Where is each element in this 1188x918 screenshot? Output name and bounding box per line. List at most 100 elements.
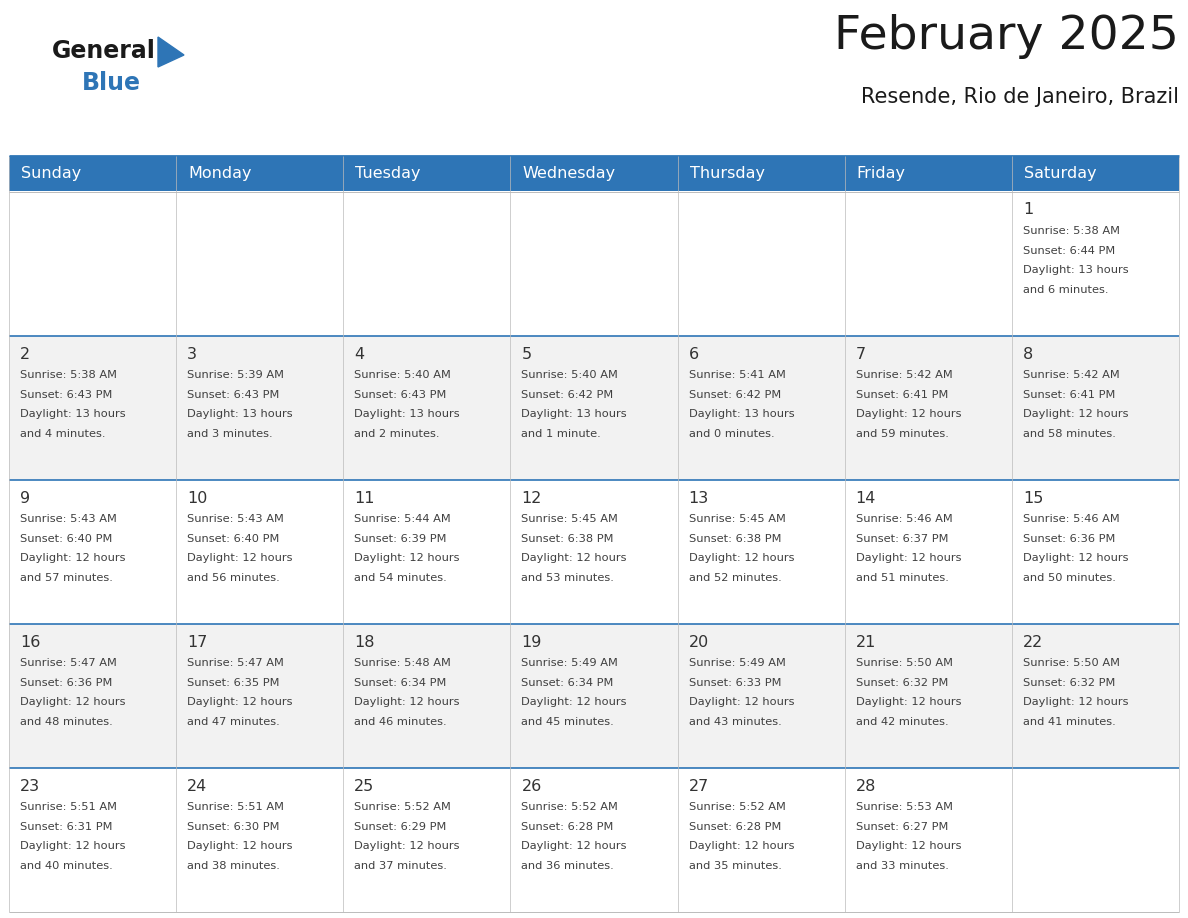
Text: 9: 9 bbox=[20, 491, 30, 506]
Bar bbox=[511, 624, 677, 767]
Text: Sunset: 6:29 PM: Sunset: 6:29 PM bbox=[354, 822, 447, 832]
Bar bbox=[176, 336, 343, 480]
Text: Sunset: 6:37 PM: Sunset: 6:37 PM bbox=[855, 533, 948, 543]
Text: Sunrise: 5:44 AM: Sunrise: 5:44 AM bbox=[354, 514, 451, 524]
Text: Sunset: 6:41 PM: Sunset: 6:41 PM bbox=[855, 389, 948, 399]
Bar bbox=[10, 480, 176, 624]
Text: Sunrise: 5:47 AM: Sunrise: 5:47 AM bbox=[20, 658, 116, 668]
Text: 5: 5 bbox=[522, 347, 531, 362]
Text: and 45 minutes.: and 45 minutes. bbox=[522, 717, 614, 727]
Text: Daylight: 12 hours: Daylight: 12 hours bbox=[20, 842, 126, 851]
Text: Daylight: 12 hours: Daylight: 12 hours bbox=[855, 698, 961, 707]
Text: and 52 minutes.: and 52 minutes. bbox=[689, 573, 782, 583]
Text: 25: 25 bbox=[354, 778, 374, 794]
Text: Sunrise: 5:38 AM: Sunrise: 5:38 AM bbox=[20, 370, 116, 380]
Text: Daylight: 12 hours: Daylight: 12 hours bbox=[522, 698, 627, 707]
Text: Daylight: 12 hours: Daylight: 12 hours bbox=[522, 554, 627, 564]
Text: Sunrise: 5:40 AM: Sunrise: 5:40 AM bbox=[354, 370, 451, 380]
Text: and 1 minute.: and 1 minute. bbox=[522, 429, 601, 439]
Text: 20: 20 bbox=[689, 635, 709, 650]
Text: and 37 minutes.: and 37 minutes. bbox=[354, 861, 447, 871]
Bar bbox=[1012, 156, 1178, 192]
Text: Sunrise: 5:52 AM: Sunrise: 5:52 AM bbox=[689, 802, 785, 812]
Text: and 48 minutes.: and 48 minutes. bbox=[20, 717, 113, 727]
Bar bbox=[1012, 480, 1178, 624]
Bar bbox=[1012, 336, 1178, 480]
Bar bbox=[845, 767, 1012, 912]
Text: Sunset: 6:28 PM: Sunset: 6:28 PM bbox=[522, 822, 614, 832]
Text: Sunset: 6:43 PM: Sunset: 6:43 PM bbox=[188, 389, 279, 399]
Text: Sunset: 6:41 PM: Sunset: 6:41 PM bbox=[1023, 389, 1116, 399]
Text: and 47 minutes.: and 47 minutes. bbox=[188, 717, 280, 727]
Text: Sunrise: 5:51 AM: Sunrise: 5:51 AM bbox=[20, 802, 116, 812]
Text: Sunrise: 5:50 AM: Sunrise: 5:50 AM bbox=[855, 658, 953, 668]
Text: 23: 23 bbox=[20, 778, 40, 794]
Text: 27: 27 bbox=[689, 778, 709, 794]
Text: 4: 4 bbox=[354, 347, 365, 362]
Text: Daylight: 12 hours: Daylight: 12 hours bbox=[522, 842, 627, 851]
Bar bbox=[677, 156, 845, 192]
Bar bbox=[10, 767, 176, 912]
Text: Sunset: 6:32 PM: Sunset: 6:32 PM bbox=[1023, 677, 1116, 688]
Text: and 41 minutes.: and 41 minutes. bbox=[1023, 717, 1116, 727]
Text: Sunday: Sunday bbox=[21, 166, 81, 181]
Bar bbox=[845, 336, 1012, 480]
Text: Sunset: 6:36 PM: Sunset: 6:36 PM bbox=[1023, 533, 1116, 543]
Text: Sunrise: 5:43 AM: Sunrise: 5:43 AM bbox=[20, 514, 116, 524]
Text: 17: 17 bbox=[188, 635, 208, 650]
Text: Daylight: 13 hours: Daylight: 13 hours bbox=[188, 409, 292, 420]
Text: Sunset: 6:38 PM: Sunset: 6:38 PM bbox=[522, 533, 614, 543]
Bar bbox=[343, 156, 511, 192]
Bar bbox=[677, 624, 845, 767]
Text: 22: 22 bbox=[1023, 635, 1043, 650]
Text: and 51 minutes.: and 51 minutes. bbox=[855, 573, 948, 583]
Text: Daylight: 12 hours: Daylight: 12 hours bbox=[689, 554, 794, 564]
Text: 8: 8 bbox=[1023, 347, 1034, 362]
Text: and 42 minutes.: and 42 minutes. bbox=[855, 717, 948, 727]
Text: Sunrise: 5:46 AM: Sunrise: 5:46 AM bbox=[855, 514, 953, 524]
Text: Saturday: Saturday bbox=[1024, 166, 1097, 181]
Text: and 3 minutes.: and 3 minutes. bbox=[188, 429, 273, 439]
Text: and 4 minutes.: and 4 minutes. bbox=[20, 429, 106, 439]
Text: Sunset: 6:36 PM: Sunset: 6:36 PM bbox=[20, 677, 113, 688]
Text: Daylight: 12 hours: Daylight: 12 hours bbox=[20, 554, 126, 564]
Bar bbox=[677, 480, 845, 624]
Bar bbox=[1012, 767, 1178, 912]
Text: Sunrise: 5:39 AM: Sunrise: 5:39 AM bbox=[188, 370, 284, 380]
Text: and 0 minutes.: and 0 minutes. bbox=[689, 429, 775, 439]
Text: Daylight: 12 hours: Daylight: 12 hours bbox=[354, 698, 460, 707]
Text: Tuesday: Tuesday bbox=[355, 166, 421, 181]
Bar bbox=[511, 156, 677, 192]
Text: Sunset: 6:31 PM: Sunset: 6:31 PM bbox=[20, 822, 113, 832]
Text: Sunset: 6:34 PM: Sunset: 6:34 PM bbox=[354, 677, 447, 688]
Text: 26: 26 bbox=[522, 778, 542, 794]
Text: 19: 19 bbox=[522, 635, 542, 650]
Bar bbox=[10, 156, 176, 192]
Text: Sunrise: 5:40 AM: Sunrise: 5:40 AM bbox=[522, 370, 618, 380]
Text: and 50 minutes.: and 50 minutes. bbox=[1023, 573, 1116, 583]
Bar bbox=[343, 624, 511, 767]
Text: Blue: Blue bbox=[82, 71, 141, 95]
Text: Sunset: 6:39 PM: Sunset: 6:39 PM bbox=[354, 533, 447, 543]
Text: and 58 minutes.: and 58 minutes. bbox=[1023, 429, 1116, 439]
Bar bbox=[343, 336, 511, 480]
Text: Sunrise: 5:42 AM: Sunrise: 5:42 AM bbox=[1023, 370, 1119, 380]
Text: Sunrise: 5:38 AM: Sunrise: 5:38 AM bbox=[1023, 226, 1120, 236]
Text: and 36 minutes.: and 36 minutes. bbox=[522, 861, 614, 871]
Bar bbox=[343, 480, 511, 624]
Text: Sunset: 6:34 PM: Sunset: 6:34 PM bbox=[522, 677, 614, 688]
Text: Sunset: 6:40 PM: Sunset: 6:40 PM bbox=[20, 533, 113, 543]
Text: Monday: Monday bbox=[188, 166, 252, 181]
Text: and 35 minutes.: and 35 minutes. bbox=[689, 861, 782, 871]
Text: Sunrise: 5:48 AM: Sunrise: 5:48 AM bbox=[354, 658, 451, 668]
Text: Daylight: 13 hours: Daylight: 13 hours bbox=[354, 409, 460, 420]
Text: Sunrise: 5:52 AM: Sunrise: 5:52 AM bbox=[354, 802, 451, 812]
Text: Thursday: Thursday bbox=[689, 166, 765, 181]
Text: Sunset: 6:43 PM: Sunset: 6:43 PM bbox=[354, 389, 447, 399]
Text: Daylight: 12 hours: Daylight: 12 hours bbox=[20, 698, 126, 707]
Text: Daylight: 12 hours: Daylight: 12 hours bbox=[354, 842, 460, 851]
Text: 13: 13 bbox=[689, 491, 709, 506]
Text: 21: 21 bbox=[855, 635, 876, 650]
Text: Daylight: 12 hours: Daylight: 12 hours bbox=[855, 842, 961, 851]
Bar bbox=[10, 192, 176, 336]
